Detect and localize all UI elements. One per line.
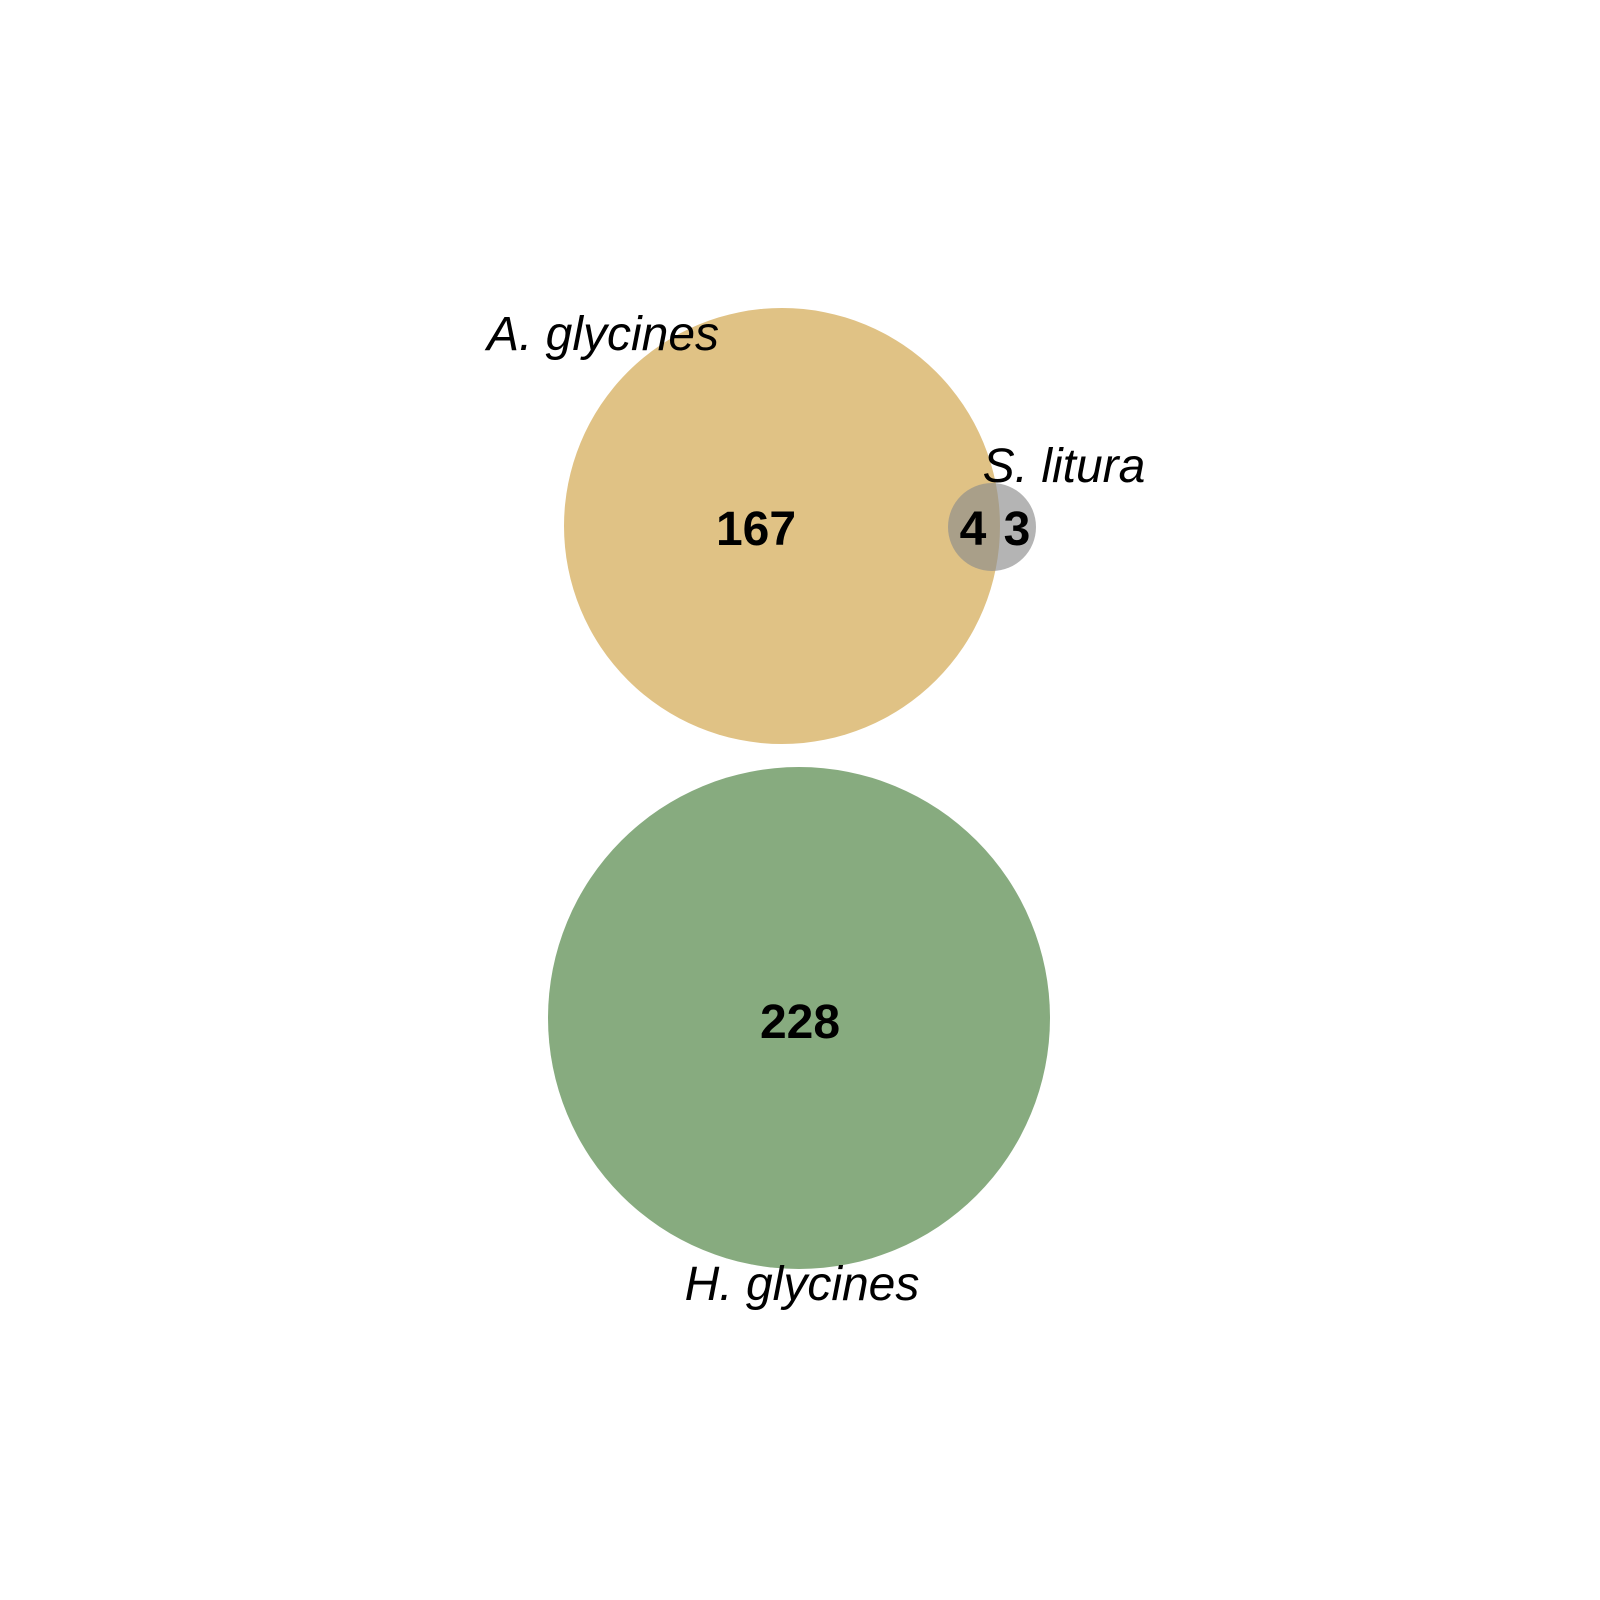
set-circle-s-litura [948, 483, 1036, 571]
region-count-a-only: 167 [716, 503, 796, 556]
set-circle-a-glycines [564, 308, 1000, 744]
set-circle-h-glycines [548, 767, 1050, 1269]
set-label-s-litura: S. litura [983, 440, 1146, 493]
set-label-a-glycines: A. glycines [484, 308, 719, 361]
region-count-s-only: 3 [1004, 503, 1031, 556]
region-count-h-only: 228 [760, 996, 840, 1049]
region-count-a-and-s: 4 [960, 503, 987, 556]
set-label-h-glycines: H. glycines [685, 1258, 920, 1311]
